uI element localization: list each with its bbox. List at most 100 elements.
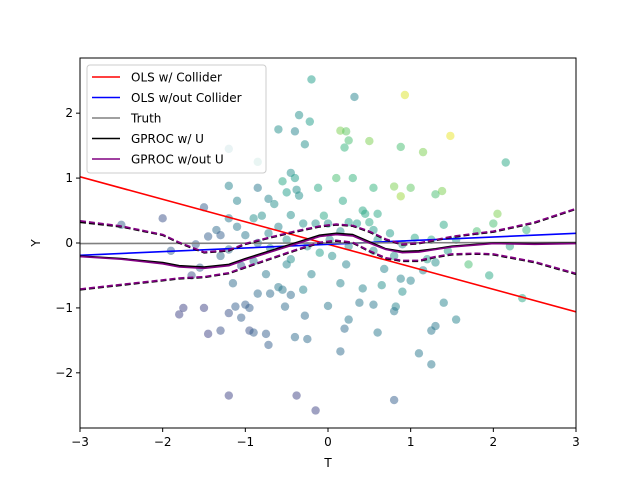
scatter-point <box>264 229 273 238</box>
scatter-point <box>232 196 242 206</box>
scatter-point <box>270 199 279 209</box>
scatter-point <box>332 173 341 183</box>
scatter-point <box>464 260 473 269</box>
scatter-point <box>282 260 291 269</box>
scatter-point <box>282 188 291 197</box>
scatter-point <box>377 280 386 290</box>
scatter-point <box>311 406 320 415</box>
y-tick-label: 2 <box>65 106 73 120</box>
scatter-point <box>117 220 126 230</box>
scatter-point <box>307 269 316 279</box>
y-axis-label: Y <box>29 239 43 248</box>
scatter-point <box>199 303 209 313</box>
scatter-point <box>286 290 295 300</box>
scatter-point <box>175 310 184 319</box>
scatter-point <box>299 219 308 228</box>
scatter-point <box>348 173 357 183</box>
scatter-point <box>340 143 349 152</box>
scatter-point <box>418 147 428 157</box>
scatter-point <box>224 308 233 318</box>
legend-label: GPROC w/out U <box>131 153 224 167</box>
scatter-point <box>274 222 283 231</box>
scatter-point <box>431 190 440 199</box>
legend-label: OLS w/out Collider <box>131 91 242 105</box>
scatter-points <box>117 75 531 415</box>
scatter-point <box>278 285 287 294</box>
series-line <box>80 239 576 290</box>
scatter-point <box>280 302 290 311</box>
legend-label: Truth <box>130 112 161 126</box>
scatter-point <box>423 255 432 264</box>
scatter-point <box>336 279 345 288</box>
x-axis-ticks: −3 −2 −1 0 1 2 3 <box>71 428 580 449</box>
scatter-point <box>344 136 353 145</box>
scatter-point <box>396 274 405 283</box>
scatter-point <box>344 315 353 324</box>
scatter-point <box>389 306 399 316</box>
scatter-point <box>216 251 225 261</box>
scatter-point <box>264 194 273 204</box>
scatter-point <box>396 142 405 152</box>
scatter-point <box>358 284 367 293</box>
scatter-point <box>282 235 291 244</box>
scatter-point <box>300 311 310 320</box>
scatter-point <box>315 248 324 257</box>
scatter-point <box>292 391 301 400</box>
scatter-point <box>355 298 364 307</box>
scatter-point <box>369 300 378 309</box>
scatter-point <box>216 231 225 240</box>
scatter-point <box>245 303 254 313</box>
scatter-point <box>290 173 300 183</box>
scatter-point <box>241 231 250 240</box>
scatter-point <box>365 218 374 227</box>
scatter-point <box>373 209 382 218</box>
scatter-point <box>261 269 271 279</box>
y-axis-ticks: −2 −1 0 1 2 <box>55 106 80 380</box>
scatter-point <box>373 328 382 337</box>
scatter-point <box>203 329 213 339</box>
scatter-point <box>294 110 304 120</box>
scatter-point <box>224 391 233 400</box>
scatter-point <box>303 334 312 344</box>
scatter-point <box>522 225 531 235</box>
scatter-point <box>389 251 399 261</box>
scatter-point <box>274 125 283 134</box>
scatter-point <box>493 209 502 218</box>
scatter-point <box>264 340 273 350</box>
scatter-point <box>451 235 461 244</box>
scatter-point <box>299 285 308 294</box>
scatter-point <box>231 302 240 311</box>
scatter-point <box>253 183 262 193</box>
scatter-point <box>327 251 337 261</box>
scatter-point <box>380 264 389 274</box>
scatter-point <box>158 214 167 223</box>
scatter-point <box>451 315 461 324</box>
scatter-point <box>400 90 410 100</box>
x-tick-label: −1 <box>236 435 254 449</box>
scatter-point <box>307 75 316 84</box>
scatter-point <box>179 303 188 313</box>
legend-box <box>86 64 267 174</box>
scatter-point <box>398 287 407 296</box>
scatter-point <box>341 260 351 269</box>
scatter-point <box>389 182 399 191</box>
scatter-point <box>290 127 300 136</box>
scatter-point <box>365 136 374 146</box>
scatter-point <box>253 289 262 298</box>
scatter-point <box>361 209 370 218</box>
scatter-point <box>237 313 246 322</box>
scatter-point <box>338 196 348 206</box>
scatter-point <box>323 301 333 311</box>
legend-label: OLS w/ Collider <box>131 71 222 85</box>
x-tick-label: 3 <box>572 435 580 449</box>
series-line <box>80 233 576 270</box>
scatter-point <box>385 229 395 238</box>
scatter-point <box>278 177 287 186</box>
x-tick-label: 0 <box>324 435 332 449</box>
scatter-point <box>437 186 447 196</box>
scatter-point <box>249 256 258 266</box>
x-tick-label: −3 <box>71 435 89 449</box>
series-line <box>80 232 576 257</box>
scatter-point <box>203 232 213 241</box>
x-tick-label: −2 <box>154 435 172 449</box>
